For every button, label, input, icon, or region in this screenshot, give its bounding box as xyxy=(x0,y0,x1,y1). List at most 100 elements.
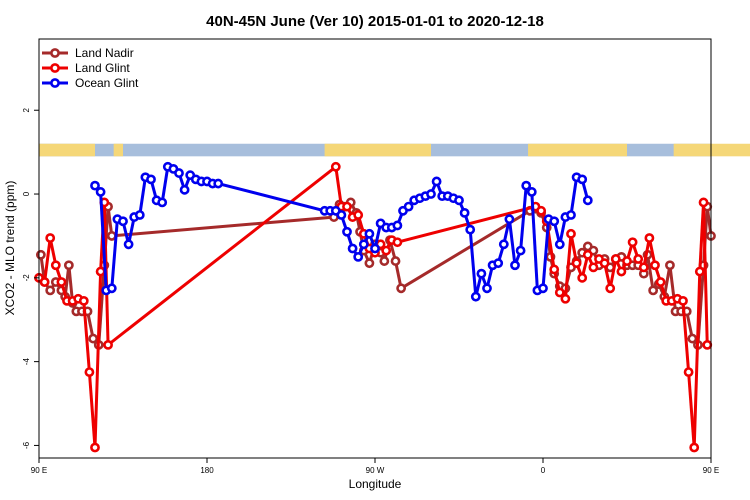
x-tick-label: 90 E xyxy=(31,466,47,475)
land-glint-segment xyxy=(43,237,52,283)
ocean-glint-point xyxy=(566,210,576,220)
land-nadir-point xyxy=(396,283,407,294)
x-tick-label: 0 xyxy=(541,466,546,475)
y-tick-label: 2 xyxy=(22,107,31,112)
ocean-glint-point xyxy=(95,187,106,197)
chart-title: 40N-45N June (Ver 10) 2015-01-01 to 2020… xyxy=(206,13,544,30)
ocean-glint-point xyxy=(493,258,504,269)
ocean-glint-point xyxy=(504,214,515,225)
ocean-glint-point xyxy=(342,226,352,237)
land-glint-point xyxy=(610,254,621,264)
land-band xyxy=(673,143,750,157)
land-nadir-segment xyxy=(106,206,114,237)
ocean-glint-segment xyxy=(507,218,517,266)
ocean-glint-point xyxy=(364,228,375,239)
ocean-glint-point xyxy=(358,239,369,250)
land-glint-point xyxy=(56,277,67,287)
land-glint-segment xyxy=(107,165,337,347)
land-nadir-point xyxy=(379,256,390,266)
legend-label: Ocean Glint xyxy=(75,76,139,90)
land-nadir-segment xyxy=(705,206,713,237)
land-glint-point xyxy=(342,201,352,212)
land-glint-point xyxy=(95,266,106,277)
ocean-glint-point xyxy=(123,239,134,250)
land-glint-point xyxy=(633,254,644,264)
land-glint-point xyxy=(599,258,610,269)
axis-layer: 90 E 180 90 W 0 90 E -6 -4 -2 0 2 xyxy=(22,107,719,475)
land-glint-segment xyxy=(82,300,91,373)
land-glint-point xyxy=(84,367,95,378)
land-glint-point xyxy=(694,266,705,277)
land-glint-segment xyxy=(692,271,702,448)
ocean-glint-point xyxy=(347,243,358,254)
land-glint-point xyxy=(536,205,547,216)
series-ocean-glint xyxy=(90,161,593,302)
ocean-glint-point xyxy=(106,283,117,294)
land-ocean-strip xyxy=(39,143,750,157)
ocean-glint-point xyxy=(582,195,593,206)
land-glint-point xyxy=(103,339,113,350)
land-glint-point xyxy=(39,277,50,287)
ocean-glint-point xyxy=(174,168,184,178)
land-glint-point xyxy=(644,233,655,243)
land-glint-point xyxy=(683,367,694,378)
land-glint-point xyxy=(577,272,588,283)
series-land-glint xyxy=(34,161,713,453)
land-glint-segment xyxy=(93,271,103,448)
plot-frame xyxy=(38,38,712,459)
ocean-glint-segment xyxy=(530,191,539,291)
legend-marker xyxy=(50,63,60,73)
ocean-glint-point xyxy=(577,174,588,185)
series-layer xyxy=(34,161,716,453)
land-glint-point xyxy=(392,237,403,248)
land-nadir-segment xyxy=(646,254,655,291)
y-tick-label: -4 xyxy=(22,358,31,366)
land-glint-point xyxy=(588,262,599,273)
ocean-glint-point xyxy=(454,195,464,206)
land-nadir-point xyxy=(364,258,375,269)
land-nadir-point xyxy=(35,249,46,260)
land-band xyxy=(528,143,627,157)
land-nadir-point xyxy=(687,333,698,344)
ocean-glint-segment xyxy=(99,191,108,291)
land-glint-point xyxy=(90,442,100,453)
ocean-glint-point xyxy=(392,220,403,231)
land-nadir-point xyxy=(106,231,117,241)
land-glint-point xyxy=(353,210,364,220)
ocean-glint-point xyxy=(538,283,548,294)
land-glint-point xyxy=(622,256,632,266)
ocean-glint-point xyxy=(90,180,100,191)
land-glint-point xyxy=(571,258,582,269)
ocean-glint-segment xyxy=(468,229,478,297)
ocean-glint-segment xyxy=(519,185,528,251)
ocean-glint-point xyxy=(459,207,470,218)
ocean-glint-point xyxy=(146,174,156,185)
land-nadir-segment xyxy=(111,215,335,238)
x-axis-label: Longitude xyxy=(349,477,402,491)
ocean-glint-point xyxy=(470,291,481,302)
legend-item-land-glint: Land Glint xyxy=(42,61,130,75)
y-tick-label: -2 xyxy=(22,274,31,282)
legend-label: Land Nadir xyxy=(75,46,134,60)
land-glint-point xyxy=(50,260,61,271)
land-glint-point xyxy=(655,277,666,287)
land-nadir-point xyxy=(63,260,74,271)
land-glint-point xyxy=(698,197,709,208)
ocean-glint-point xyxy=(426,189,436,199)
ocean-glint-segment xyxy=(160,166,170,203)
legend-marker xyxy=(50,48,60,58)
land-band xyxy=(324,143,431,157)
land-glint-point xyxy=(78,295,89,306)
land-glint-segment xyxy=(569,233,579,264)
ocean-glint-point xyxy=(179,184,190,195)
land-glint-point xyxy=(330,161,341,172)
ocean-glint-point xyxy=(465,224,476,235)
ocean-glint-point xyxy=(118,216,128,227)
legend-label: Land Glint xyxy=(75,61,130,75)
land-glint-segment xyxy=(334,166,343,207)
ocean-glint-point xyxy=(521,180,532,191)
land-glint-point xyxy=(582,249,593,260)
land-glint-point xyxy=(45,233,56,243)
land-nadir-point xyxy=(88,333,99,344)
